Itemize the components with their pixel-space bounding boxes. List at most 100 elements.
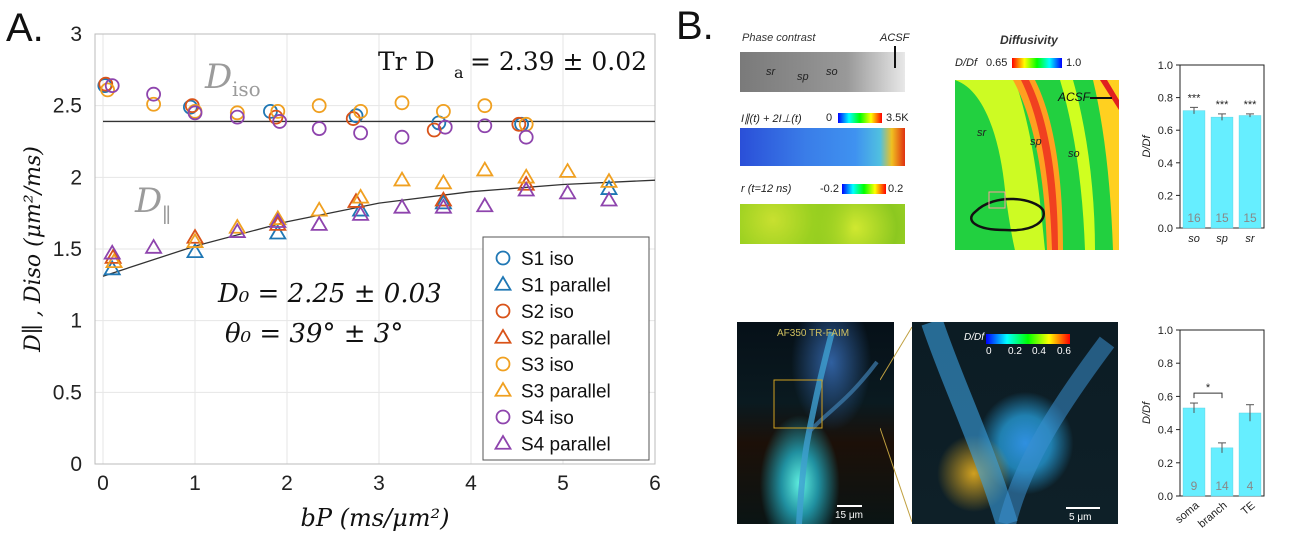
zoom-tick-2: 0.4 [1032, 346, 1046, 357]
legend: S1 iso S1 parallel S2 iso S2 parallel S3 iso… [482, 236, 650, 461]
phase-acsf: ACSF [880, 32, 910, 44]
data-point [144, 238, 163, 254]
data-point [104, 248, 123, 264]
bar-category: TE [1239, 500, 1257, 518]
data-point [229, 105, 245, 121]
legend-marker [495, 356, 511, 372]
data-point [599, 172, 619, 188]
zoom-tick-1: 0.2 [1008, 346, 1022, 357]
legend-marker [493, 381, 513, 397]
bar-category: so [1188, 233, 1200, 245]
diff-acsf: ACSF [1058, 90, 1091, 104]
phase-title: Phase contrast [742, 32, 816, 44]
legend-label: S3 parallel [521, 382, 611, 403]
r-colorbar [842, 184, 886, 194]
bar-y-label: D/Df [1141, 401, 1153, 424]
x-tick-label: 0 [97, 472, 109, 495]
significance-mark: *** [1188, 92, 1202, 104]
phase-sp: sp [797, 71, 809, 83]
bar-y-tick-label: 0.4 [1158, 158, 1173, 170]
zoom-tick-3: 0.6 [1057, 346, 1071, 357]
zoom-cbar-label: D/Df [964, 332, 984, 343]
significance-mark: *** [1244, 99, 1258, 111]
legend-marker [493, 275, 513, 291]
significance-mark: * [1206, 382, 1211, 394]
annot-diso-sub: iso [232, 77, 261, 101]
data-point [437, 119, 453, 135]
r-max: 0.2 [888, 183, 904, 195]
bar-y-tick-label: 0.2 [1158, 190, 1173, 202]
legend-label: S1 iso [521, 249, 574, 270]
bar-y-tick-label: 0.6 [1158, 125, 1173, 137]
data-point [434, 190, 453, 207]
scatter-plot: 0 1 2 3 4 5 6 0 0.5 1 1.5 2 2.5 3 D iso D ∥ Tr D a = … [21, 23, 661, 532]
data-point [477, 118, 493, 134]
legend-marker [495, 303, 511, 319]
data-point [434, 173, 453, 190]
diff-title: Diffusivity [1000, 33, 1058, 47]
data-point [434, 198, 453, 214]
intensity-colorbar [838, 113, 882, 123]
plot-frame [94, 33, 656, 465]
data-point [229, 109, 245, 125]
intensity-min: 0 [826, 112, 833, 124]
data-point [146, 96, 162, 112]
bar-category: sp [1216, 233, 1228, 245]
diff-min: 0.65 [986, 57, 1008, 69]
diff-acsf-arrow [1090, 97, 1112, 99]
data-point [434, 193, 453, 210]
zoom-tick-0: 0 [986, 346, 992, 357]
trace-label: Tr D [378, 47, 435, 76]
legend-label: S4 iso [521, 408, 574, 429]
data-point [104, 252, 124, 269]
x-tick-label: 3 [373, 472, 385, 495]
axis-ticks: 0 1 2 3 4 5 6 0 0.5 1 1.5 2 2.5 3 [53, 23, 661, 495]
af350-image: AF350 TR-FAIM 15 μm [737, 322, 894, 524]
data-point [517, 180, 536, 197]
legend-label: S1 parallel [521, 276, 611, 297]
data-point [228, 218, 247, 234]
data-point [518, 129, 534, 145]
bar-y-tick-label: 1.0 [1158, 325, 1173, 337]
bar-category: branch [1196, 500, 1229, 531]
data-point [511, 116, 527, 132]
data-point [346, 192, 366, 208]
panel-b-letter: B. [676, 4, 714, 48]
legend-marker [493, 328, 513, 344]
x-tick-label: 4 [465, 472, 477, 495]
y-tick-label: 2.5 [53, 95, 82, 118]
bar-y-tick-label: 0.0 [1158, 223, 1173, 235]
data-point [426, 122, 442, 138]
y-tick-label: 1 [70, 310, 82, 333]
phase-acsf-arrow [894, 46, 896, 68]
legend-label: S3 iso [521, 355, 574, 376]
x-tick-label: 1 [189, 472, 201, 495]
data-point [348, 108, 364, 124]
bar-y-tick-label: 0.0 [1158, 491, 1173, 503]
data-point [187, 105, 203, 121]
data-point [435, 104, 451, 119]
legend-marker [495, 409, 511, 425]
data-point [104, 78, 120, 93]
data-point [351, 188, 370, 204]
y-tick-label: 2 [70, 166, 82, 189]
bar-y-tick-label: 0.2 [1158, 458, 1173, 470]
annot-dpar-sub: ∥ [162, 203, 171, 227]
data-point [103, 244, 122, 260]
data-point [392, 198, 412, 214]
y-tick-label: 0.5 [53, 381, 82, 404]
d0-text: D₀ = 2.25 ± 0.03 [217, 279, 442, 309]
y-tick-label: 3 [70, 23, 82, 46]
data-point [311, 98, 327, 114]
legend-label: S2 parallel [521, 329, 611, 350]
intensity-image [740, 128, 905, 166]
bar-y-label: D/Df [1141, 135, 1153, 158]
bar-count: 15 [1215, 211, 1229, 225]
data-point [599, 190, 619, 207]
x-axis-label: bP (ms/μm²) [300, 504, 449, 532]
data-point [477, 98, 493, 114]
y-axis-label: D∥ , Diso (μm²/ms) [21, 146, 46, 353]
legend-marker [493, 434, 513, 450]
diff-sr: sr [977, 127, 987, 139]
